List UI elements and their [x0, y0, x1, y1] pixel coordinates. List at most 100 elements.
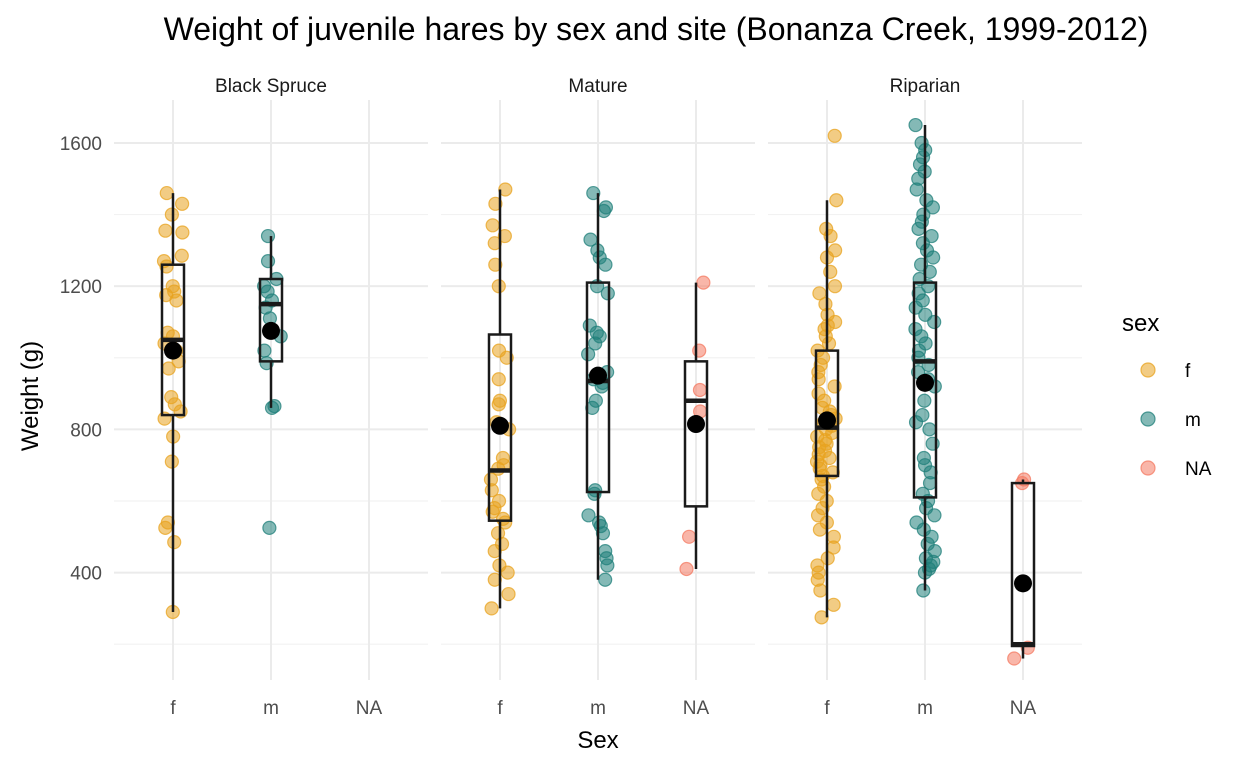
x-tick-label: NA: [683, 698, 710, 719]
data-point: [160, 515, 175, 530]
data-point: [909, 515, 924, 530]
data-point: [811, 386, 826, 401]
mean-point: [687, 415, 705, 434]
legend-key: [1140, 411, 1156, 427]
data-point: [492, 393, 508, 408]
mean-point: [1014, 574, 1032, 593]
legend-key: [1140, 362, 1156, 378]
data-point: [916, 450, 931, 466]
data-point: [488, 257, 503, 272]
data-point: [924, 228, 939, 244]
data-point: [917, 393, 932, 408]
data-point: [159, 185, 174, 201]
data-point: [827, 128, 842, 143]
data-point: [826, 597, 841, 612]
data-point: [826, 529, 841, 544]
data-point: [488, 196, 503, 211]
data-point: [165, 279, 180, 294]
legend-label: f: [1185, 361, 1191, 382]
data-point: [908, 322, 923, 337]
x-tick-label: m: [590, 698, 606, 719]
facet-strip-label: Black Spruce: [215, 76, 327, 97]
x-tick-label: NA: [1010, 698, 1037, 719]
x-tick-label: f: [497, 698, 503, 719]
data-point: [158, 223, 173, 238]
data-point: [916, 583, 931, 598]
data-point: [692, 343, 707, 358]
data-point: [812, 286, 827, 301]
y-tick-label: 1600: [60, 134, 102, 155]
legend-label: m: [1185, 410, 1201, 431]
mean-point: [589, 366, 607, 385]
data-point: [487, 572, 502, 587]
data-point: [497, 228, 512, 244]
box-iqr: [258, 277, 284, 363]
data-point: [679, 561, 694, 577]
data-point: [911, 286, 926, 301]
data-point: [164, 390, 179, 405]
mean-point: [916, 373, 934, 392]
y-tick-label: 1200: [60, 277, 102, 298]
facet-strip-label: Mature: [568, 76, 627, 97]
x-tick-label: f: [170, 698, 176, 719]
data-point: [175, 196, 190, 211]
data-point: [262, 520, 277, 535]
facet-strip-label: Riparian: [890, 76, 961, 97]
data-point: [908, 117, 923, 133]
facet-panel: Mature f m NA: [441, 76, 755, 719]
data-point: [810, 558, 825, 573]
data-point: [916, 207, 931, 222]
mean-point: [164, 341, 182, 360]
data-point: [583, 232, 598, 247]
facet-panel: Riparian f m NA: [768, 76, 1082, 719]
data-point: [829, 193, 844, 208]
data-point: [696, 275, 711, 290]
data-point: [823, 264, 838, 279]
legend-title: sex: [1122, 310, 1159, 337]
panels-layer: Black Spruce f m NA Mature f m NA Riparian f m NA: [114, 76, 1082, 719]
data-point: [501, 586, 516, 602]
x-tick-label: f: [824, 698, 830, 719]
data-point: [174, 248, 189, 263]
mean-point: [818, 411, 836, 430]
data-point: [484, 601, 499, 616]
data-point: [485, 218, 500, 233]
data-point: [491, 343, 507, 358]
box-iqr: [683, 360, 709, 508]
legend-key: [1140, 460, 1156, 476]
data-point: [490, 526, 506, 541]
data-point: [681, 529, 697, 544]
data-point: [582, 318, 597, 333]
data-point: [491, 372, 506, 387]
box-iqr: [814, 349, 840, 478]
data-point: [175, 225, 190, 240]
data-point: [495, 450, 511, 466]
data-point: [598, 200, 614, 215]
data-point: [598, 572, 613, 587]
data-point: [598, 544, 613, 559]
data-point: [483, 472, 499, 487]
y-axis-title: Weight (g): [17, 341, 44, 451]
box-iqr: [585, 281, 611, 494]
data-point: [581, 508, 596, 523]
data-point: [918, 307, 933, 322]
data-point: [260, 254, 276, 269]
chart-title: Weight of juvenile hares by sex and site…: [164, 11, 1149, 47]
y-tick-label: 400: [70, 564, 102, 585]
data-point: [818, 296, 833, 312]
x-tick-label: NA: [356, 698, 383, 719]
y-tick-label: 800: [70, 420, 102, 441]
data-point: [919, 193, 934, 208]
data-point: [1007, 651, 1022, 666]
legend-label: NA: [1185, 459, 1212, 480]
data-point: [828, 243, 843, 258]
box-iqr: [912, 281, 938, 499]
data-point: [491, 493, 507, 509]
data-point: [586, 185, 601, 201]
x-tick-label: m: [263, 698, 279, 719]
data-point: [260, 228, 276, 244]
data-point: [915, 407, 930, 423]
data-point: [588, 393, 603, 408]
data-point: [692, 382, 708, 398]
